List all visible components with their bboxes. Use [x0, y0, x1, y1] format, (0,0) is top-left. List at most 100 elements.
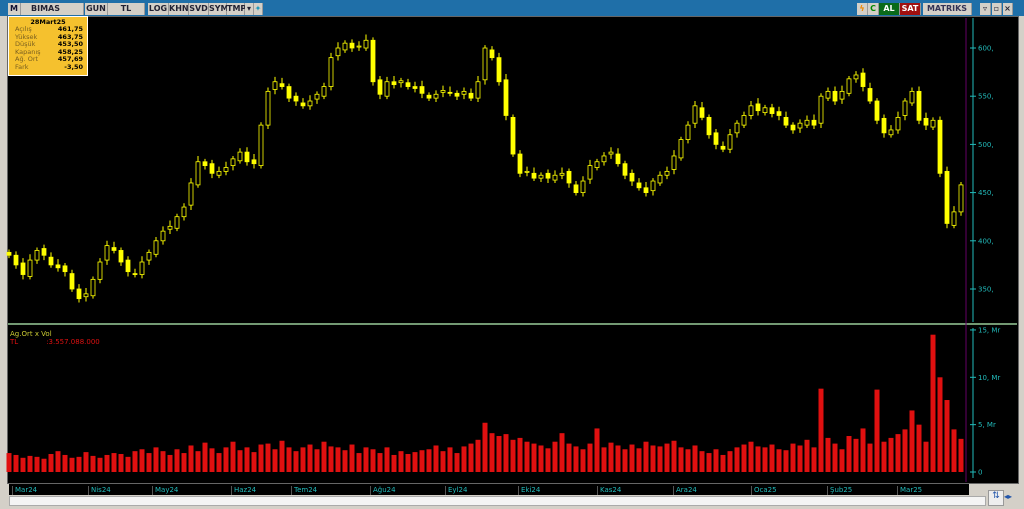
- volume-bar: [300, 447, 306, 472]
- candle-body: [762, 107, 768, 113]
- candle-body: [664, 170, 670, 176]
- twitter-icon[interactable]: ✦: [254, 3, 263, 15]
- volume-bar: [650, 445, 656, 472]
- horizontal-scrollbar[interactable]: [9, 496, 986, 506]
- candle-body: [552, 174, 558, 181]
- volume-bar: [349, 444, 355, 472]
- lightning-icon[interactable]: ϟ: [857, 3, 868, 15]
- candle-body: [818, 95, 824, 124]
- candle-body: [482, 47, 488, 81]
- khn-button[interactable]: KHN: [169, 3, 189, 15]
- candle-body: [748, 105, 754, 116]
- candle-body: [34, 250, 40, 261]
- candle-body: [860, 72, 866, 87]
- volume-bar: [13, 454, 19, 472]
- sell-button[interactable]: SAT: [900, 3, 921, 15]
- svd-button[interactable]: SVD: [189, 3, 209, 15]
- currency-button[interactable]: TL: [108, 3, 145, 15]
- candle-body: [468, 92, 474, 99]
- candle-body: [524, 170, 530, 173]
- candle-body: [720, 145, 726, 150]
- volume-bar: [657, 446, 663, 472]
- volume-bar: [566, 443, 572, 472]
- chart-area[interactable]: [7, 16, 1019, 484]
- volume-bar: [146, 453, 152, 472]
- volume-bar: [776, 449, 782, 472]
- volume-bar: [468, 443, 474, 472]
- volume-bar: [517, 437, 523, 472]
- volume-bar: [202, 442, 208, 472]
- volume-bar: [160, 451, 166, 472]
- sym-button[interactable]: SYM: [209, 3, 229, 15]
- candle-body: [692, 105, 698, 124]
- candle-body: [804, 119, 810, 126]
- candle-body: [342, 42, 348, 51]
- time-axis: Mar24 Nis24 May24 Haz24 Tem24 Ağu24 Eyl24 Eki24…: [9, 484, 969, 495]
- volume-bar: [629, 444, 635, 472]
- volume-bar: [741, 444, 747, 472]
- log-button[interactable]: LOG: [148, 3, 169, 15]
- volume-bar: [671, 440, 677, 472]
- volume-bar: [944, 400, 950, 472]
- minimize-icon[interactable]: ▿: [980, 3, 991, 15]
- volume-bar: [230, 441, 236, 472]
- candle-body: [622, 163, 628, 176]
- volume-bar: [209, 448, 215, 472]
- refresh-icon[interactable]: C: [868, 3, 879, 15]
- info-value: -3,50: [64, 62, 83, 71]
- candle-body: [902, 100, 908, 116]
- volume-bar: [69, 457, 75, 472]
- candle-body: [76, 288, 82, 300]
- period-button[interactable]: GUN: [85, 3, 108, 15]
- info-label: Yüksek: [15, 32, 38, 41]
- month-label: May24: [152, 486, 178, 495]
- restore-icon[interactable]: ▫: [992, 3, 1002, 15]
- volume-bar: [454, 453, 460, 472]
- info-row: Yüksek 463,75: [9, 32, 87, 42]
- volume-bar: [377, 453, 383, 472]
- price-tick-label: 350,: [978, 286, 994, 294]
- candle-body: [202, 161, 208, 167]
- close-icon[interactable]: ×: [1003, 3, 1013, 15]
- info-label: Ağ. Ort: [15, 55, 39, 63]
- volume-bar: [538, 445, 544, 472]
- volume-bar: [531, 443, 537, 472]
- volume-bar: [692, 445, 698, 472]
- buy-button[interactable]: AL: [879, 3, 900, 15]
- candle-body: [811, 119, 817, 126]
- candle-body: [153, 240, 159, 255]
- volume-bar: [342, 450, 348, 472]
- volume-bar: [153, 447, 159, 472]
- candle-body: [251, 159, 257, 165]
- candle-body: [615, 153, 621, 165]
- candle-body: [587, 165, 593, 180]
- volume-bar: [734, 447, 740, 472]
- zoom-icon[interactable]: ⇅: [988, 490, 1004, 506]
- tmp-button[interactable]: TMP: [227, 3, 247, 15]
- volume-bar: [510, 439, 516, 472]
- volume-bar: [797, 445, 803, 472]
- volume-bar: [615, 445, 621, 472]
- price-tick-label: 400,: [978, 237, 994, 245]
- candle-body: [195, 161, 201, 186]
- candle-body: [867, 88, 873, 102]
- candle-body: [279, 83, 285, 87]
- candle-body: [713, 132, 719, 145]
- volume-bar: [321, 441, 327, 472]
- volume-bar: [27, 455, 33, 472]
- volume-bar: [223, 447, 229, 472]
- volume-bar: [930, 334, 936, 472]
- volume-tick-label: 15, Mr: [978, 326, 1000, 334]
- candle-body: [370, 39, 376, 83]
- month-label: Eki24: [518, 486, 540, 495]
- volume-bar: [48, 454, 54, 472]
- candle-body: [454, 92, 460, 97]
- pan-arrows-icon[interactable]: ◂▸: [1004, 492, 1013, 501]
- candle-body: [797, 122, 803, 129]
- volume-bar: [118, 454, 124, 472]
- symbol-field[interactable]: BIMAS: [21, 3, 84, 15]
- candle-body: [111, 247, 117, 251]
- info-value: 457,69: [57, 55, 83, 63]
- dropdown-icon[interactable]: ▾: [245, 3, 254, 15]
- volume-bar: [293, 451, 299, 472]
